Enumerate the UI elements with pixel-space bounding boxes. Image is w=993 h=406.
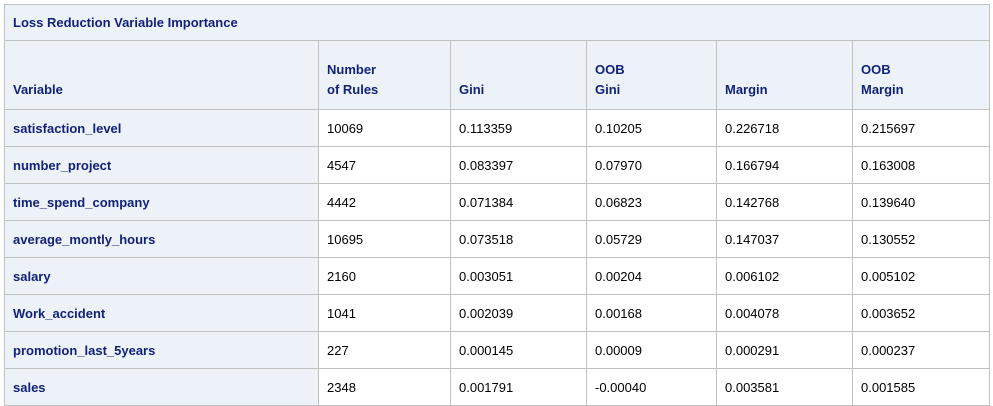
cell-margin: 0.166794 <box>716 146 853 184</box>
cell-oob-gini: 0.00168 <box>586 294 717 332</box>
cell-oob-margin: 0.001585 <box>851 368 991 406</box>
header-number-of-rules: Number of Rules <box>318 40 451 110</box>
cell-number-of-rules: 2348 <box>318 368 451 406</box>
table-row: salary 2160 0.003051 0.00204 0.006102 0.… <box>4 257 991 295</box>
cell-gini: 0.071384 <box>450 183 587 221</box>
header-margin: Margin <box>716 40 853 110</box>
cell-oob-gini: 0.07970 <box>586 146 717 184</box>
cell-oob-margin: 0.130552 <box>851 220 991 258</box>
cell-gini: 0.000145 <box>450 331 587 369</box>
cell-margin: 0.006102 <box>716 257 853 295</box>
cell-number-of-rules: 4547 <box>318 146 451 184</box>
cell-margin: 0.000291 <box>716 331 853 369</box>
cell-margin: 0.147037 <box>716 220 853 258</box>
cell-gini: 0.003051 <box>450 257 587 295</box>
table-row: promotion_last_5years 227 0.000145 0.000… <box>4 331 991 369</box>
cell-margin: 0.226718 <box>716 109 853 147</box>
cell-number-of-rules: 2160 <box>318 257 451 295</box>
cell-gini: 0.001791 <box>450 368 587 406</box>
cell-margin: 0.142768 <box>716 183 853 221</box>
cell-gini: 0.113359 <box>450 109 587 147</box>
cell-number-of-rules: 4442 <box>318 183 451 221</box>
header-row: Variable Number of Rules Gini OOB Gini Mar… <box>4 40 991 110</box>
cell-oob-gini: 0.06823 <box>586 183 717 221</box>
cell-gini: 0.083397 <box>450 146 587 184</box>
cell-oob-margin: 0.139640 <box>851 183 991 221</box>
cell-oob-gini: 0.05729 <box>586 220 717 258</box>
cell-gini: 0.073518 <box>450 220 587 258</box>
cell-oob-gini: 0.10205 <box>586 109 717 147</box>
cell-oob-gini: 0.00009 <box>586 331 717 369</box>
cell-oob-gini: -0.00040 <box>586 368 717 406</box>
row-variable: salary <box>4 257 319 295</box>
header-variable: Variable <box>4 40 319 110</box>
cell-number-of-rules: 227 <box>318 331 451 369</box>
cell-oob-margin: 0.000237 <box>851 331 991 369</box>
table-row: Work_accident 1041 0.002039 0.00168 0.00… <box>4 294 991 332</box>
row-variable: promotion_last_5years <box>4 331 319 369</box>
cell-margin: 0.004078 <box>716 294 853 332</box>
cell-oob-margin: 0.163008 <box>851 146 991 184</box>
row-variable: sales <box>4 368 319 406</box>
row-variable: number_project <box>4 146 319 184</box>
header-oob-gini: OOB Gini <box>586 40 717 110</box>
cell-gini: 0.002039 <box>450 294 587 332</box>
table-title: Loss Reduction Variable Importance <box>3 4 991 41</box>
table-row: time_spend_company 4442 0.071384 0.06823… <box>4 183 991 221</box>
row-variable: Work_accident <box>4 294 319 332</box>
row-variable: satisfaction_level <box>4 109 319 147</box>
row-variable: time_spend_company <box>4 183 319 221</box>
variable-importance-table: Loss Reduction Variable Importance Varia… <box>3 4 991 406</box>
variable-importance-table-container: Loss Reduction Variable Importance Varia… <box>3 4 991 406</box>
cell-oob-gini: 0.00204 <box>586 257 717 295</box>
header-oob-margin: OOB Margin <box>851 40 991 110</box>
table-row: satisfaction_level 10069 0.113359 0.1020… <box>4 109 991 147</box>
cell-number-of-rules: 10695 <box>318 220 451 258</box>
cell-oob-margin: 0.215697 <box>851 109 991 147</box>
row-variable: average_montly_hours <box>4 220 319 258</box>
cell-oob-margin: 0.005102 <box>851 257 991 295</box>
cell-number-of-rules: 10069 <box>318 109 451 147</box>
header-gini: Gini <box>450 40 587 110</box>
cell-oob-margin: 0.003652 <box>851 294 991 332</box>
table-row: average_montly_hours 10695 0.073518 0.05… <box>4 220 991 258</box>
table-row: sales 2348 0.001791 -0.00040 0.003581 0.… <box>4 368 991 406</box>
table-row: number_project 4547 0.083397 0.07970 0.1… <box>4 146 991 184</box>
cell-number-of-rules: 1041 <box>318 294 451 332</box>
cell-margin: 0.003581 <box>716 368 853 406</box>
